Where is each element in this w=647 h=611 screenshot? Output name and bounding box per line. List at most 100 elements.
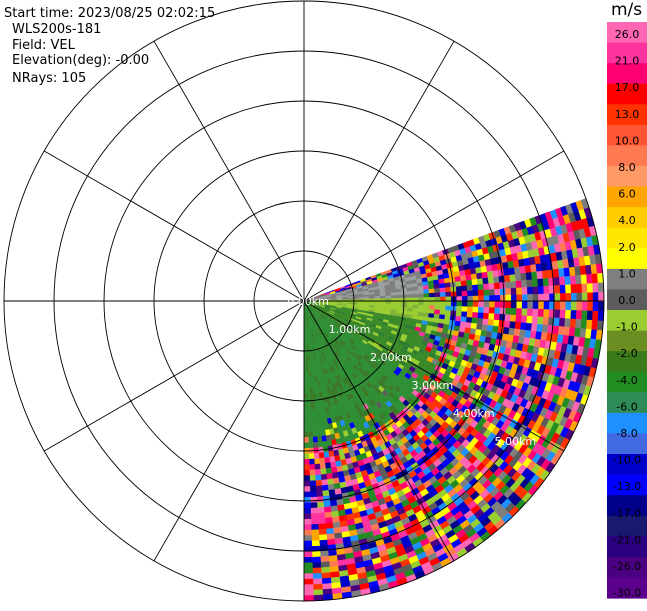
velocity-cell — [428, 281, 434, 286]
velocity-cell — [324, 457, 330, 463]
velocity-cell — [522, 287, 528, 294]
velocity-cell — [317, 436, 322, 442]
velocity-cell — [455, 276, 461, 282]
velocity-cell — [527, 316, 533, 324]
velocity-cell — [311, 519, 318, 525]
velocity-cell — [313, 579, 322, 585]
velocity-cell — [316, 480, 322, 486]
velocity-cell — [445, 287, 451, 292]
velocity-cell — [473, 307, 479, 313]
colorbar-tick-label: 0.0 — [618, 294, 636, 307]
velocity-cell — [462, 286, 468, 292]
velocity-cell — [323, 589, 333, 595]
velocity-cell — [310, 492, 317, 498]
velocity-cell — [309, 470, 315, 476]
velocity-cell — [304, 557, 312, 563]
velocity-cell — [429, 309, 435, 314]
colorbar-tick-label: -1.0 — [616, 321, 637, 334]
velocity-cell — [318, 518, 325, 524]
velocity-cell — [322, 441, 327, 447]
colorbar-tick-label: 8.0 — [618, 161, 636, 174]
velocity-cell — [304, 486, 310, 492]
velocity-cell — [581, 320, 587, 329]
velocity-cell — [311, 524, 319, 530]
velocity-cell — [304, 574, 313, 580]
velocity-cell — [571, 302, 577, 311]
velocity-cell — [321, 562, 330, 568]
velocity-cell — [543, 278, 549, 286]
velocity-cell — [532, 279, 538, 287]
velocity-cell — [488, 277, 494, 284]
velocity-cell — [309, 459, 314, 465]
velocity-cell — [321, 480, 327, 486]
velocity-cell — [543, 317, 549, 325]
velocity-cell — [324, 512, 331, 518]
velocity-cell — [304, 426, 308, 432]
velocity-cell — [324, 507, 331, 513]
velocity-cell — [318, 524, 326, 530]
velocity-cell — [320, 469, 326, 475]
velocity-cell — [504, 275, 510, 282]
velocity-cell — [555, 302, 561, 310]
velocity-cell — [500, 282, 506, 289]
velocity-cell — [462, 302, 468, 307]
colorbar-tick-label: 10.0 — [615, 134, 640, 147]
velocity-cell — [435, 301, 441, 305]
velocity-cell — [322, 583, 332, 589]
velocity-cell — [446, 292, 452, 297]
velocity-cell — [467, 291, 473, 297]
velocity-cell — [402, 295, 408, 298]
velocity-cell — [391, 295, 397, 298]
velocity-cell — [489, 283, 495, 289]
velocity-cell — [397, 301, 403, 304]
velocity-cell — [520, 323, 526, 331]
velocity-cell — [304, 465, 309, 471]
velocity-cell — [598, 292, 604, 302]
velocity-cell — [576, 311, 582, 320]
velocity-cell — [307, 404, 311, 410]
velocity-cell — [429, 305, 435, 309]
velocity-cell — [588, 302, 594, 311]
velocity-cell — [516, 308, 522, 315]
velocity-cell — [526, 272, 532, 280]
velocity-cell — [468, 302, 474, 307]
velocity-cell — [312, 426, 317, 432]
ring-label: 4.00km — [453, 407, 495, 420]
velocity-cell — [434, 288, 440, 293]
velocity-cell — [544, 286, 550, 294]
velocity-cell — [554, 285, 560, 293]
velocity-cell — [397, 295, 403, 298]
velocity-cell — [456, 306, 462, 311]
velocity-cell — [582, 284, 588, 293]
velocity-cell — [476, 273, 482, 279]
velocity-cell — [304, 454, 309, 460]
velocity-cell — [304, 579, 313, 585]
velocity-cell — [413, 290, 419, 294]
azimuth-spoke — [44, 301, 304, 451]
velocity-cell — [542, 325, 548, 333]
colorbar-tick-label: 13.0 — [615, 108, 640, 121]
velocity-cell — [489, 302, 495, 308]
velocity-cell — [386, 301, 392, 304]
velocity-cell — [565, 276, 571, 285]
velocity-cell — [527, 280, 533, 288]
colorbar-tick-label: -21.0 — [613, 533, 641, 546]
velocity-cell — [533, 287, 539, 295]
velocity-cell — [511, 302, 517, 309]
velocity-cell — [582, 293, 588, 302]
velocity-cell — [402, 291, 408, 295]
velocity-cell — [560, 310, 566, 319]
velocity-cell — [408, 301, 414, 305]
velocity-cell — [582, 311, 588, 320]
velocity-cell — [328, 484, 335, 490]
velocity-cell — [592, 320, 598, 330]
colorbar-tick-label: -26.0 — [613, 560, 641, 573]
velocity-cell — [461, 312, 467, 318]
velocity-cell — [310, 497, 317, 503]
velocity-cell — [527, 287, 533, 295]
velocity-cell — [456, 286, 462, 291]
velocity-cell — [571, 284, 577, 293]
velocity-cell — [444, 278, 450, 283]
velocity-cell — [407, 305, 413, 309]
